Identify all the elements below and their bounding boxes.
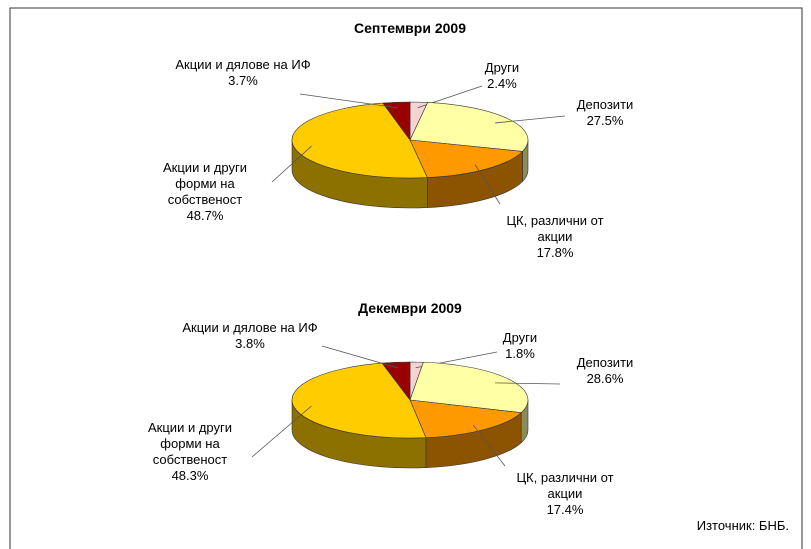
category-label: Други xyxy=(484,60,520,75)
leader-line xyxy=(271,145,312,183)
slice xyxy=(291,102,428,179)
slice xyxy=(409,361,529,414)
leader-line xyxy=(474,164,501,205)
slice-label: Депозити 28.6% xyxy=(565,355,645,387)
slice xyxy=(409,399,522,438)
value-label: 27.5% xyxy=(586,113,624,128)
slice xyxy=(409,102,529,152)
value-label: 17.4% xyxy=(546,502,584,517)
slice-label: Други 1.8% xyxy=(490,330,550,362)
slice-label: Акции и други форми на собственост 48.3% xyxy=(130,420,250,484)
leader-line xyxy=(495,382,561,385)
category-label: Акции и дялове на ИФ xyxy=(182,320,318,335)
slice xyxy=(382,101,411,141)
source: Източник: БНБ. xyxy=(696,518,789,533)
category-label: Акции и други форми на собственост xyxy=(148,420,232,467)
slice xyxy=(291,362,427,439)
category-label: Други xyxy=(502,330,538,345)
chart-title: Декември 2009 xyxy=(358,300,462,316)
value-label: 48.3% xyxy=(171,468,209,483)
value-label: 3.8% xyxy=(235,336,265,351)
chart-title: Септември 2009 xyxy=(354,20,466,36)
category-label: ЦК, различни от акции xyxy=(516,470,614,501)
value-label: 1.8% xyxy=(505,346,535,361)
leader-line xyxy=(299,93,399,109)
slice-label: ЦК, различни от акции 17.8% xyxy=(490,213,620,261)
leader-line xyxy=(472,424,506,467)
slice-label: Други 2.4% xyxy=(472,60,532,92)
value-label: 3.7% xyxy=(228,73,258,88)
frame xyxy=(9,7,803,549)
value-label: 17.8% xyxy=(536,245,574,260)
category-label: Депозити xyxy=(576,97,634,112)
leader-line xyxy=(495,115,566,124)
slice-label: Акции и други форми на собственост 48.7% xyxy=(145,160,265,224)
category-label: Акции и други форми на собственост xyxy=(163,160,247,207)
category-label: Акции и дялове на ИФ xyxy=(175,57,311,72)
value-label: 28.6% xyxy=(586,371,624,386)
value-label: 2.4% xyxy=(487,76,517,91)
value-label: 48.7% xyxy=(186,208,224,223)
leader-line xyxy=(251,405,312,458)
category-label: ЦК, различни от акции xyxy=(506,213,604,244)
slice-label: Акции и дялове на ИФ 3.7% xyxy=(163,57,323,89)
slice xyxy=(409,139,524,178)
leader-line xyxy=(321,345,399,369)
slice-label: Акции и дялове на ИФ 3.8% xyxy=(170,320,330,352)
slice-label: ЦК, различни от акции 17.4% xyxy=(500,470,630,518)
slice-label: Депозити 27.5% xyxy=(565,97,645,129)
category-label: Депозити xyxy=(576,355,634,370)
